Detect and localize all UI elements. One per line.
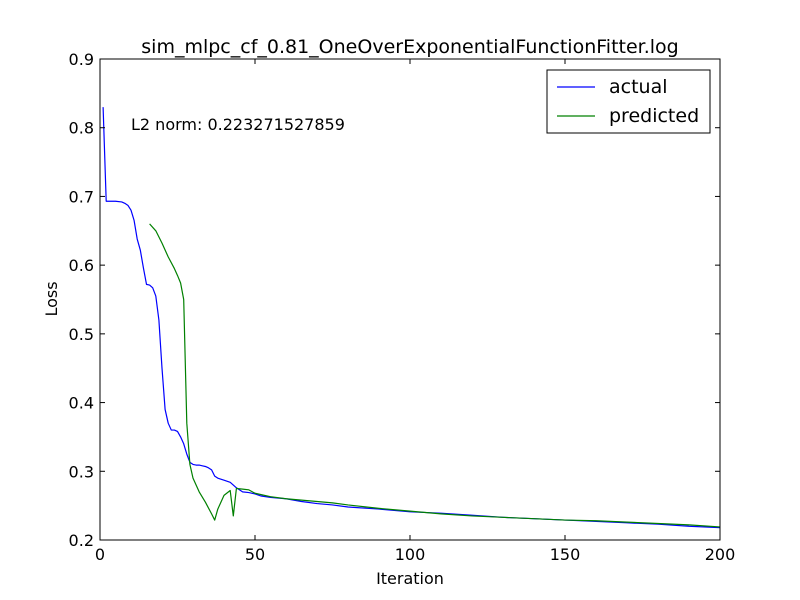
x-tick-label: 200 [705,545,736,564]
legend: actual predicted [546,69,711,134]
x-tick-label: 50 [245,545,265,564]
series-line-actual [102,107,721,529]
axes-ticks: 0 50 100 150 200 0.2 0.3 0.4 0.5 0.6 0.7 0.8 0.9 [69,50,736,564]
x-tick-label: 150 [550,545,581,564]
y-tick-label: 0.8 [69,119,94,138]
y-axis-label: Loss [42,281,61,316]
chart-title: sim_mlpc_cf_0.81_OneOverExponentialFunct… [141,36,678,58]
x-tick-label: 100 [395,545,426,564]
legend-box [546,69,711,134]
y-tick-label: 0.5 [69,325,94,344]
y-tick-label: 0.4 [69,394,94,413]
y-tick-label: 0.7 [69,187,94,206]
legend-label-predicted: predicted [609,105,699,127]
x-tick-label: 0 [95,545,105,564]
y-tick-label: 0.6 [69,256,94,275]
series-line-predicted [149,223,721,528]
x-axis-label: Iteration [376,569,444,588]
l2-norm-annotation: L2 norm: 0.223271527859 [131,115,345,134]
y-tick-label: 0.9 [69,50,94,69]
y-tick-label: 0.3 [69,462,94,481]
y-tick-label: 0.2 [69,531,94,550]
legend-label-actual: actual [609,76,668,98]
